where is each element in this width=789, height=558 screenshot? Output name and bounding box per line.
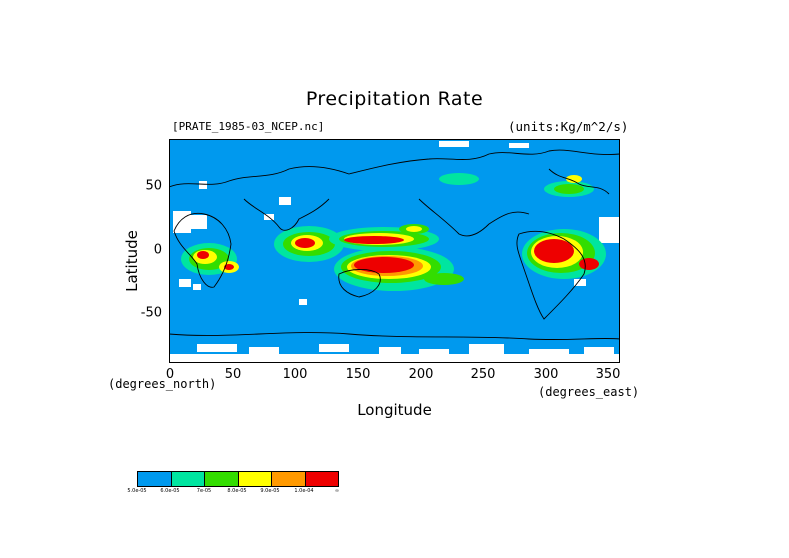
legend-label: 5.0e-05 <box>127 488 147 494</box>
chart-title: Precipitation Rate <box>305 88 484 110</box>
legend-swatch <box>205 472 239 486</box>
x-tick-label: 100 <box>282 367 308 382</box>
y-unit-label: (degrees_east) <box>538 385 640 399</box>
color-legend <box>137 471 339 487</box>
legend-label: 9.0e-05 <box>260 488 280 494</box>
plot-frame <box>169 139 620 363</box>
legend-label: 7e-05 <box>196 488 212 494</box>
precip-band-spcz <box>334 247 464 291</box>
legend-label: 6.0e-05 <box>160 488 180 494</box>
x-tick-label: 300 <box>533 367 559 382</box>
legend-swatch <box>171 472 205 486</box>
precip-band-indonesia <box>274 226 344 262</box>
dataset-filename: [PRATE_1985-03_NCEP.nc] <box>172 120 325 133</box>
precip-band-itcz-north <box>329 224 439 251</box>
coastlines <box>169 149 620 341</box>
missing-data-patches <box>169 141 620 363</box>
x-tick-label: 150 <box>345 367 371 382</box>
y-tick-label: 50 <box>145 178 162 194</box>
legend-swatch <box>138 472 172 486</box>
legend-swatch <box>238 472 272 486</box>
units-label: (units:Kg/m^2/s) <box>508 119 629 134</box>
legend-swatch <box>272 472 306 486</box>
x-tick-label: 250 <box>470 367 496 382</box>
legend-swatch <box>305 472 338 486</box>
x-unit-label: (degrees_north) <box>108 377 217 391</box>
y-tick-label: -50 <box>140 305 162 321</box>
x-tick-label: 50 <box>224 367 242 382</box>
y-axis-label: Latitude <box>123 230 141 292</box>
legend-label: 1.0e-04 <box>294 488 314 494</box>
x-tick-label: 0 <box>165 367 175 382</box>
x-tick-label: 350 <box>595 367 621 382</box>
legend-label: ∞ <box>334 488 340 494</box>
x-tick-label: 200 <box>408 367 434 382</box>
precip-band-africa <box>181 243 239 275</box>
y-tick-label: 0 <box>153 242 162 258</box>
precipitation-map <box>169 139 620 363</box>
precip-band-south-america <box>522 229 606 279</box>
legend-label: 8.0e-05 <box>227 488 247 494</box>
x-axis-label: Longitude <box>357 401 432 419</box>
